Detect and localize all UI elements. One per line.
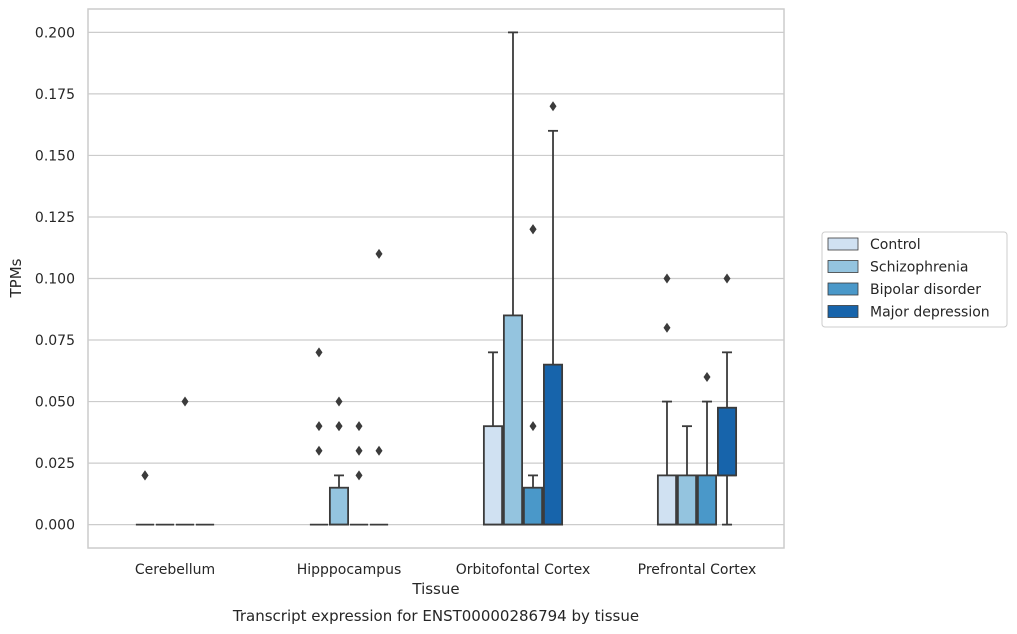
legend-frame: [821, 231, 1008, 328]
x-tick-label: Hipppocampus: [297, 562, 402, 578]
x-axis-title: Tissue: [411, 580, 459, 598]
outlier-point: [549, 101, 557, 112]
box: [523, 486, 544, 526]
legend-label: Control: [870, 237, 921, 253]
legend-swatch: [827, 305, 859, 318]
y-tick-label: 0.025: [35, 456, 75, 472]
legend-label: Bipolar disorder: [870, 282, 981, 298]
y-tick-label: 0.200: [35, 25, 75, 41]
y-tick-label: 0.000: [35, 518, 75, 534]
y-axis-title: TPMs: [7, 258, 25, 298]
y-axis-ticks: 0.000 0.025 0.050 0.075 0.100 0.125 0.150 0.175…: [35, 25, 75, 533]
box: [502, 314, 524, 526]
box-schizophrenia: [676, 425, 698, 526]
y-tick-label: 0.050: [35, 395, 75, 411]
box: [676, 474, 698, 526]
box: [543, 363, 564, 526]
box-schizophrenia: [502, 31, 524, 526]
outlier-point: [529, 224, 537, 235]
y-tick-label: 0.125: [35, 210, 75, 226]
box: [482, 425, 503, 526]
outlier-point: [141, 470, 149, 481]
y-tick-label: 0.175: [35, 87, 75, 103]
box-bipolar-disorder: [523, 224, 544, 526]
outlier-point: [529, 421, 537, 432]
outlier-point: [315, 445, 323, 456]
outlier-point: [181, 396, 189, 407]
outlier-point: [703, 371, 711, 382]
box-major-depression: [543, 101, 564, 526]
y-tick-label: 0.150: [35, 148, 75, 164]
x-tick-label: Cerebellum: [135, 562, 215, 578]
box-control: [309, 347, 329, 526]
box-control: [656, 273, 677, 526]
outlier-point: [663, 322, 671, 333]
box-control: [135, 470, 155, 526]
outlier-point: [355, 421, 363, 432]
outlier-point: [355, 470, 363, 481]
box-bipolar-disorder: [697, 371, 718, 526]
box-major-depression: [369, 248, 389, 526]
outlier-point: [375, 248, 383, 259]
box: [328, 486, 350, 526]
plot-frame: [87, 8, 785, 549]
x-tick-label: Orbitofontal Cortex: [456, 562, 591, 578]
box-schizophrenia: [328, 396, 350, 526]
outlier-point: [315, 421, 323, 432]
outlier-point: [335, 421, 343, 432]
box-bipolar-disorder: [175, 396, 195, 526]
outlier-point: [335, 396, 343, 407]
plot-area: [135, 31, 738, 526]
box-major-depression: [717, 273, 738, 526]
chart-caption: Transcript expression for ENST0000028679…: [232, 607, 639, 625]
outlier-point: [315, 347, 323, 358]
outlier-point: [663, 273, 671, 284]
x-tick-label: Prefrontal Cortex: [638, 562, 757, 578]
box-control: [482, 351, 503, 526]
outlier-point: [375, 445, 383, 456]
legend: Control Schizophrenia Bipolar disorder Majo…: [821, 231, 1008, 328]
legend-swatch: [827, 237, 859, 251]
legend-swatch: [827, 260, 859, 273]
box: [697, 474, 718, 526]
y-tick-label: 0.100: [35, 272, 75, 288]
box-bipolar-disorder: [349, 421, 369, 526]
legend-label: Schizophrenia: [870, 260, 968, 276]
x-axis-ticks: Cerebellum Hipppocampus Orbitofontal Corte…: [135, 562, 756, 578]
gridlines: [88, 31, 784, 526]
outlier-point: [355, 445, 363, 456]
box: [717, 406, 738, 477]
legend-swatch: [827, 282, 859, 296]
outlier-point: [723, 273, 731, 284]
legend-label: Major depression: [870, 305, 990, 321]
box: [656, 474, 677, 526]
y-tick-label: 0.075: [35, 333, 75, 349]
